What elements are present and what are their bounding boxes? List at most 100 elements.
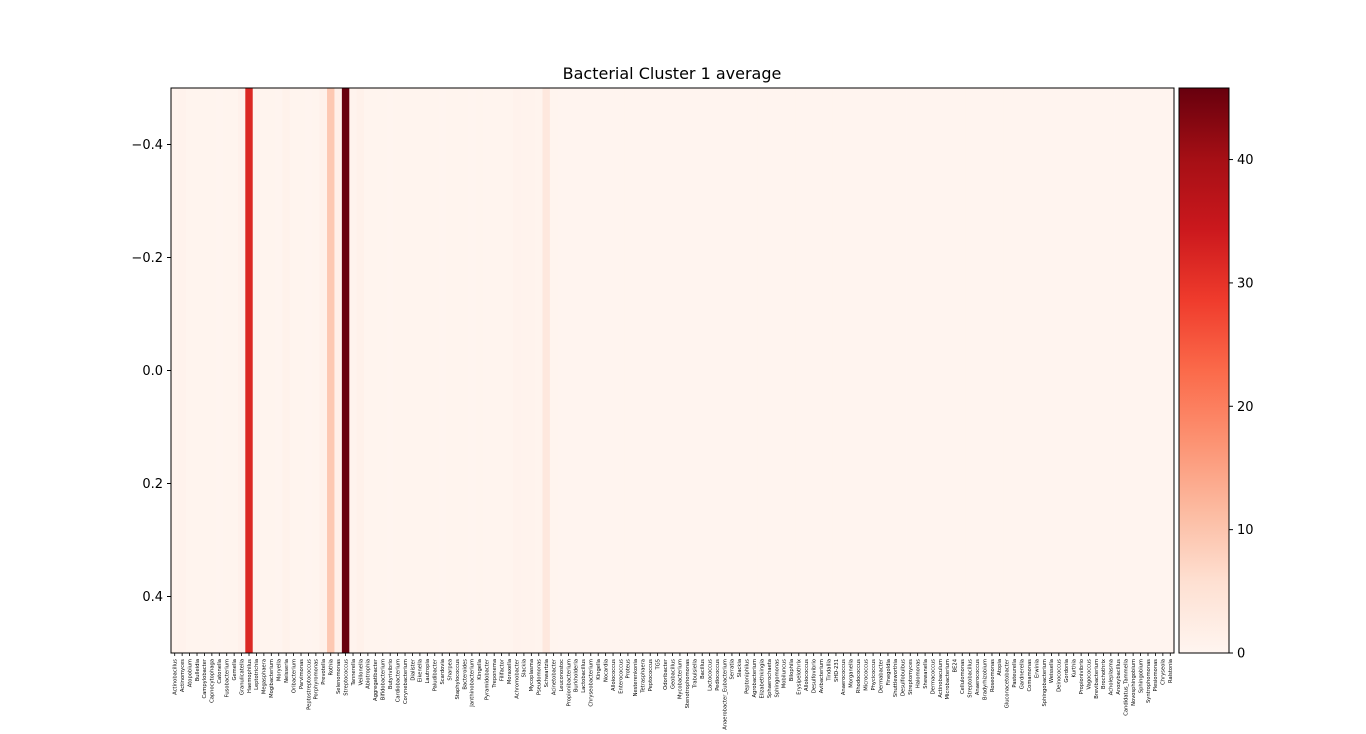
heatmap-cell: [393, 88, 402, 653]
colorbar-tick-label: 0: [1237, 647, 1245, 662]
x-tick-label: Cardiobacterium: [395, 659, 401, 702]
heatmap-cell: [609, 88, 618, 653]
x-tick-label: Chryseobacterium: [589, 659, 595, 707]
heatmap-cell: [520, 88, 529, 653]
heatmap-cell: [772, 88, 781, 653]
x-tick-label: Sphingobium: [1138, 659, 1144, 693]
x-tick-label: Acholeplasma: [1109, 659, 1115, 695]
x-tick-label: Pasteurella: [1012, 659, 1018, 688]
heatmap-cell: [958, 88, 967, 653]
x-tick-label: Pseudomonas: [537, 659, 543, 695]
heatmap-cell: [1166, 88, 1175, 653]
colorbar: [1178, 87, 1230, 654]
heatmap-cell: [1017, 88, 1026, 653]
x-tick-label: Atopia: [997, 659, 1003, 676]
heatmap-cell: [401, 88, 410, 653]
heatmap-cell: [1092, 88, 1101, 653]
x-tick-label: Actinobacillus: [173, 659, 179, 695]
x-tick-label: Leptotrichia: [254, 659, 260, 690]
heatmap-cell: [572, 88, 581, 653]
heatmap-cell: [334, 88, 343, 653]
x-tick-label: Weissella: [1049, 659, 1055, 683]
heatmap-cell: [185, 88, 194, 653]
x-tick-label: Ralstonia: [1168, 659, 1174, 683]
x-tick-label: Selenomonas: [336, 659, 342, 694]
x-tick-label: Dermacoccus: [930, 659, 936, 694]
x-tick-label: Phycicoccus: [871, 659, 877, 691]
x-tick-label: Morganella: [849, 659, 855, 688]
x-tick-label: Nesterenkonia: [633, 659, 639, 696]
x-tick-label: Lactococcus: [707, 659, 713, 691]
x-tick-label: Gordonia: [1064, 659, 1070, 683]
heatmap-cell: [824, 88, 833, 653]
x-tick-label: Pyramidobacter: [485, 658, 491, 700]
x-tick-label: Eikenella: [418, 659, 424, 682]
heatmap-cell: [780, 88, 789, 653]
x-tick-label: Halomonas: [915, 659, 921, 688]
heatmap-cell: [1069, 88, 1078, 653]
heatmap-cell: [705, 88, 714, 653]
y-tick-label: −0.4: [131, 138, 163, 153]
heatmap-cell: [549, 88, 558, 653]
heatmap-cell: [364, 88, 372, 653]
heatmap-cell: [252, 88, 261, 653]
x-tick-label: Catonella: [217, 659, 223, 684]
x-tick-label: Erysipelothrix: [797, 659, 803, 695]
heatmap-cell: [750, 88, 759, 653]
heatmap-cell: [527, 88, 536, 653]
heatmap-cell: [936, 88, 945, 653]
y-tick-label: 0.0: [142, 364, 163, 379]
x-tick-label: Sphaerochaeta: [767, 659, 773, 698]
heatmap-cell: [535, 88, 543, 653]
x-tick-label: Mycobacterium: [678, 659, 684, 699]
heatmap-cell: [1099, 88, 1108, 653]
heatmap-cell: [765, 88, 774, 653]
x-tick-label: Acinetobacter: [551, 658, 557, 695]
heatmap-cell: [341, 88, 350, 653]
x-tick-label: Prevotella: [321, 659, 327, 685]
heatmap-cell: [327, 88, 335, 653]
heatmap-cells: [171, 88, 1175, 653]
x-tick-label: Slackia: [522, 659, 528, 677]
x-tick-label: Gardnerella: [1019, 659, 1025, 689]
colorbar-tick-label: 10: [1237, 523, 1254, 538]
colorbar-axis: 0 10 20 30 40: [1229, 153, 1254, 662]
heatmap-cell: [260, 88, 268, 653]
x-tick-label: Sphingobacterium: [1042, 659, 1048, 707]
heatmap-cell: [215, 88, 224, 653]
x-tick-label: Shuttleworthia: [893, 659, 899, 697]
x-tick-label: BE24: [953, 658, 959, 672]
heatmap-cell: [1040, 88, 1049, 653]
x-tick-label: Lactobacillus: [581, 659, 587, 693]
x-tick-label: Burkholderia: [574, 659, 580, 692]
x-tick-label: Bifidobacterium: [381, 659, 387, 700]
x-tick-label: Stenotrophomonas: [685, 659, 691, 709]
heatmap-cell: [349, 88, 358, 653]
heatmap-cell: [854, 88, 863, 653]
heatmap-cell: [445, 88, 454, 653]
heatmap-cell: [1003, 88, 1011, 653]
heatmap-cell: [371, 88, 380, 653]
heatmap-cell: [512, 88, 521, 653]
heatmap-cell: [802, 88, 811, 653]
heatmap-cell: [921, 88, 930, 653]
x-tick-label: Propionivibrio: [1079, 659, 1085, 694]
x-tick-label: Sphingomonas: [774, 659, 780, 698]
x-tick-label: Mycoplasma: [529, 659, 535, 691]
x-tick-label: Rhodococcus: [856, 659, 862, 694]
x-tick-label: Comamonas: [1027, 659, 1033, 692]
heatmap-cell: [1055, 88, 1063, 653]
x-tick-label: Cellulomonas: [960, 659, 966, 694]
heatmap-cell: [460, 88, 469, 653]
x-tick-label: Serratia: [730, 659, 736, 680]
heatmap-cell: [453, 88, 462, 653]
x-tick-label: Megasphaera: [262, 659, 268, 694]
x-tick-label: Syntrophomonas: [1146, 659, 1152, 703]
heatmap-cell: [965, 88, 974, 653]
heatmap-cell: [676, 88, 685, 653]
x-tick-label: Campylobacter: [202, 658, 208, 698]
x-tick-label: Anoxybacillus: [1116, 659, 1122, 695]
x-tick-label: Oribacterium: [291, 659, 297, 693]
x-tick-label: Plesiomonas: [1153, 659, 1159, 692]
